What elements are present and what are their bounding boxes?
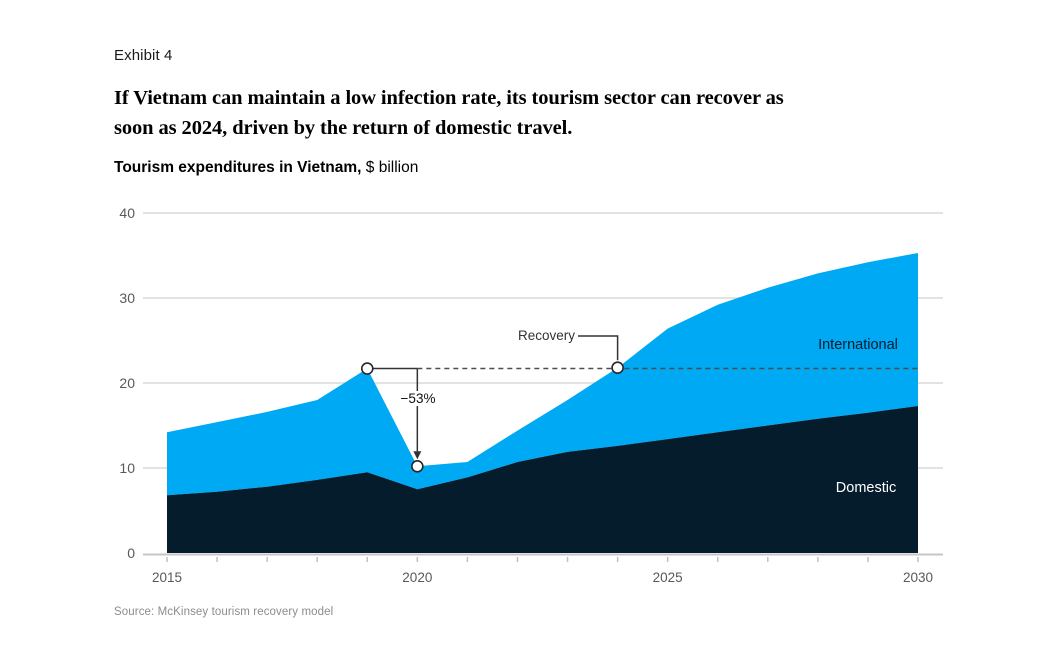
area-international <box>167 252 918 496</box>
y-tick-label-30: 30 <box>119 290 135 306</box>
x-tick-label-2025: 2025 <box>653 570 683 585</box>
exhibit-number: Exhibit 4 <box>114 47 173 64</box>
recovery-annotation-label: Recovery <box>517 328 575 343</box>
y-tick-label-40: 40 <box>119 205 135 221</box>
marker-trough-2020 <box>411 459 424 473</box>
title-line-1: If Vietnam can maintain a low infection … <box>114 87 784 109</box>
x-tick-label-2030: 2030 <box>903 570 933 585</box>
x-tick-label-2020: 2020 <box>402 570 432 585</box>
y-tick-label-0: 0 <box>127 545 135 561</box>
series-label-domestic: Domestic <box>835 480 897 496</box>
chart-subtitle-main: Tourism expenditures in Vietnam, <box>114 159 362 176</box>
area-domestic <box>167 405 918 553</box>
marker-recovery-2024 <box>611 361 624 375</box>
recovery-connector-line <box>578 335 619 361</box>
page-title: If Vietnam can maintain a low infection … <box>114 83 974 143</box>
drop-arrow-head <box>413 451 422 460</box>
marker-peak-2019 <box>360 362 374 375</box>
chart-subtitle: Tourism expenditures in Vietnam, $ billi… <box>114 159 418 177</box>
y-tick-label-20: 20 <box>119 375 135 391</box>
drop-percentage-label: −53% <box>396 391 440 406</box>
chart-subtitle-unit: $ billion <box>361 159 419 176</box>
x-tick-label-2015: 2015 <box>152 570 182 585</box>
series-label-international: International <box>818 337 898 353</box>
source-note: Source: McKinsey tourism recovery model <box>114 606 334 618</box>
y-tick-label-10: 10 <box>119 460 135 476</box>
title-line-2: soon as 2024, driven by the return of do… <box>114 117 573 139</box>
